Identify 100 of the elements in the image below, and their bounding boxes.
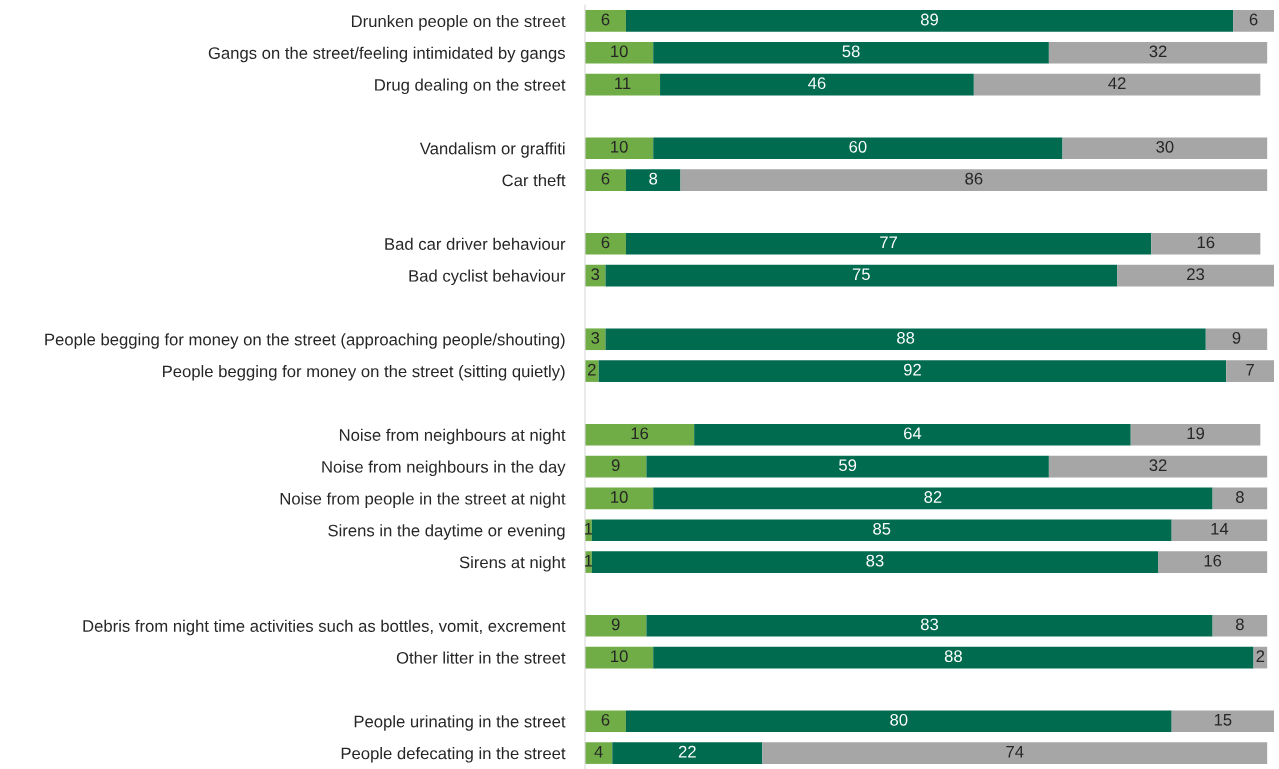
data-label: 4 bbox=[594, 745, 603, 758]
bar bbox=[680, 169, 1268, 191]
data-label: 2 bbox=[1256, 650, 1265, 662]
bar bbox=[585, 614, 647, 637]
data-label: 89 bbox=[920, 13, 938, 26]
bar bbox=[1048, 41, 1268, 64]
bar bbox=[625, 710, 1172, 733]
bar bbox=[591, 551, 1159, 573]
data-label: 22 bbox=[678, 745, 696, 758]
data-label: 83 bbox=[920, 618, 939, 631]
data-label: 10 bbox=[611, 140, 628, 153]
bar bbox=[585, 137, 654, 160]
bar bbox=[585, 710, 626, 733]
bar bbox=[1048, 455, 1268, 478]
y-tick-label: Sirens in the daytime or evening bbox=[328, 524, 565, 540]
data-label: 83 bbox=[866, 554, 884, 567]
data-label: 10 bbox=[611, 650, 628, 663]
y-tick-label: Noise from neighbours at night bbox=[339, 428, 566, 445]
bar bbox=[653, 137, 1063, 160]
data-label: 9 bbox=[611, 459, 620, 472]
bar bbox=[585, 646, 654, 669]
data-label: 74 bbox=[1006, 745, 1024, 758]
y-tick-label: Bad cyclist behaviour bbox=[409, 269, 566, 286]
data-label: 3 bbox=[591, 268, 600, 281]
bar bbox=[585, 169, 626, 191]
bar bbox=[585, 423, 695, 446]
data-label: 7 bbox=[1246, 363, 1254, 376]
bar bbox=[1062, 137, 1268, 160]
bar bbox=[585, 487, 654, 510]
data-label: 85 bbox=[873, 522, 891, 535]
data-label: 60 bbox=[849, 140, 867, 153]
data-label: 8 bbox=[649, 172, 658, 185]
data-label: 88 bbox=[897, 331, 915, 344]
bar bbox=[585, 73, 661, 96]
bar bbox=[660, 73, 974, 96]
data-label: 11 bbox=[615, 77, 631, 89]
bar bbox=[625, 169, 681, 191]
data-label: 9 bbox=[1232, 331, 1241, 344]
bar bbox=[1212, 487, 1268, 510]
bar bbox=[653, 646, 1254, 669]
bar bbox=[1151, 232, 1261, 255]
y-tick-label: People urinating in the street bbox=[354, 715, 566, 731]
y-tick-label: Other litter in the street bbox=[396, 651, 566, 664]
data-label: 16 bbox=[1204, 554, 1222, 567]
bar bbox=[585, 10, 626, 32]
data-label: 75 bbox=[852, 268, 870, 281]
y-tick-label: People defecating in the street bbox=[341, 747, 566, 763]
data-label: 88 bbox=[944, 650, 962, 663]
bar bbox=[1226, 360, 1274, 382]
bar bbox=[605, 328, 1206, 351]
bar bbox=[585, 41, 654, 64]
data-label: 86 bbox=[965, 172, 983, 185]
data-label: 6 bbox=[601, 172, 610, 185]
data-label: 82 bbox=[924, 491, 942, 503]
bar bbox=[653, 487, 1213, 510]
y-tick-label: Debris from night time activities such as bottles, vomit, excrement bbox=[83, 619, 566, 636]
data-label: 2 bbox=[588, 363, 596, 376]
bar bbox=[762, 742, 1268, 764]
data-label: 6 bbox=[601, 713, 610, 726]
bar bbox=[1233, 10, 1274, 32]
bar bbox=[585, 742, 613, 764]
bar bbox=[1212, 614, 1268, 637]
data-label: 10 bbox=[611, 491, 628, 503]
y-tick-label: People begging for money on the street (approaching people/shouting) bbox=[45, 333, 565, 349]
data-label: 92 bbox=[903, 363, 921, 376]
data-label: 8 bbox=[1235, 618, 1244, 631]
data-label: 6 bbox=[601, 13, 610, 26]
y-tick-label: Gangs on the street/feeling intimidated by gangs bbox=[208, 46, 565, 63]
data-label: 59 bbox=[839, 459, 857, 472]
bar bbox=[646, 455, 1049, 478]
bar bbox=[653, 41, 1049, 64]
data-label: 30 bbox=[1156, 140, 1174, 153]
y-tick-label: Bad car driver behaviour bbox=[385, 237, 566, 250]
data-label: 42 bbox=[1108, 77, 1126, 89]
data-label: 15 bbox=[1214, 714, 1232, 726]
data-label: 16 bbox=[1197, 236, 1215, 249]
y-tick-label: Vandalism or graffiti bbox=[419, 142, 565, 158]
data-label: 3 bbox=[591, 331, 600, 344]
data-label: 9 bbox=[611, 618, 620, 631]
bar bbox=[1171, 710, 1274, 733]
data-label: 80 bbox=[890, 713, 908, 726]
bar bbox=[598, 360, 1227, 382]
y-tick-label: Noise from neighbours in the day bbox=[322, 460, 566, 477]
y-tick-label: People begging for money on the street (sitting quietly) bbox=[163, 365, 565, 381]
bar bbox=[1158, 551, 1268, 573]
y-tick-label: Noise from people in the street at night bbox=[280, 492, 566, 508]
bar bbox=[646, 614, 1213, 637]
data-label: 46 bbox=[808, 77, 826, 90]
data-label: 6 bbox=[1249, 13, 1258, 26]
bar bbox=[585, 232, 626, 255]
data-label: 32 bbox=[1149, 459, 1167, 472]
data-label: 14 bbox=[1211, 523, 1229, 535]
data-label: 16 bbox=[631, 427, 649, 440]
data-label: 32 bbox=[1149, 45, 1167, 58]
y-tick-label: Drunken people on the street bbox=[351, 14, 566, 31]
bar bbox=[605, 264, 1118, 287]
bar bbox=[1205, 328, 1268, 351]
data-label: 10 bbox=[611, 45, 628, 58]
data-label: 64 bbox=[904, 427, 922, 440]
bar bbox=[585, 455, 647, 478]
